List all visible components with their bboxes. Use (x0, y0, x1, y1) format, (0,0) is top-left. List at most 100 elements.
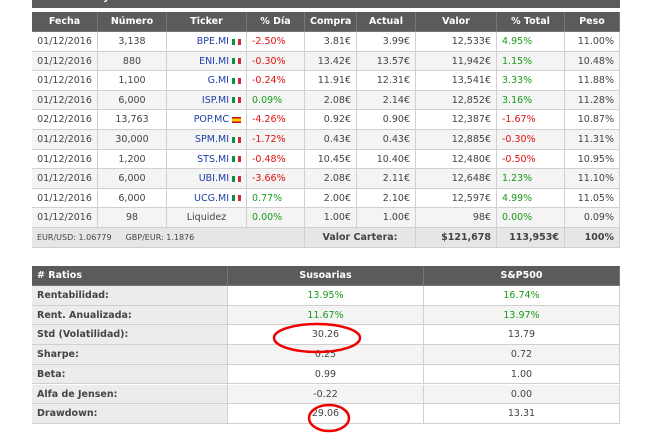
table-cell-text: 12.31€ (376, 75, 410, 87)
table-cell: 12,885€ (416, 130, 497, 150)
table-cell: Sharpe: (32, 345, 228, 365)
table-cell-text: 6,000 (118, 192, 146, 204)
table-cell: 01/12/2016 (32, 188, 98, 209)
table-cell-text: Drawdown: (37, 408, 98, 420)
table-cell-text: -2.50% (252, 36, 286, 47)
table-cell-text: 2.10€ (382, 192, 410, 204)
column-header-text: % Total (511, 16, 550, 27)
column-header-text: % Día (260, 16, 291, 27)
table-cell-text: 2.14€ (382, 94, 410, 106)
table-cell: 0.72 (424, 345, 620, 365)
table-cell: 10.45€ (305, 149, 357, 170)
table-cell: 2.08€ (305, 169, 357, 189)
footer-cell-text: 113,953€ (509, 232, 559, 243)
table-cell-text: -4.26% (252, 114, 286, 126)
column-header-text: Susoarias (299, 270, 352, 281)
table-cell-text: 0.09% (583, 212, 614, 224)
section-title: # Acciones y Dinero (32, 0, 620, 8)
table-cell: 01/12/2016 (32, 32, 98, 52)
table-cell: 13.42€ (305, 51, 357, 72)
table-cell: 13.79 (424, 325, 620, 346)
table-cell-text: -0.24% (252, 75, 286, 87)
footer-cell-text: Valor Cartera: (322, 232, 398, 243)
column-header: # Ratios (32, 266, 228, 286)
flag-icon (232, 175, 241, 182)
table-cell-text: -0.50% (502, 153, 536, 165)
table-cell: Rentabilidad: (32, 286, 228, 306)
table-cell: 1.00€ (357, 208, 416, 228)
table-cell: 30.26 (228, 325, 424, 346)
table-cell: 12,852€ (416, 90, 497, 111)
table-cell-text: 2.00€ (323, 192, 351, 204)
table-cell-text: 4.95% (502, 36, 533, 47)
table-cell-text: 2.08€ (323, 173, 351, 185)
table-cell: 4.99% (497, 188, 565, 209)
table-cell: 13.31 (424, 404, 620, 424)
table-cell: 3,138 (98, 32, 167, 52)
table-cell-text: 11.88% (577, 75, 614, 87)
table-cell-text: 880 (122, 55, 142, 67)
column-header-text: Ticker (190, 16, 223, 27)
table-cell-text: 12,885€ (451, 134, 491, 145)
column-header: S&P500 (424, 266, 620, 286)
table-cell-text: STS.MI (197, 153, 229, 165)
table-cell: 11.88% (565, 71, 620, 91)
table-cell-text: 10.87% (577, 114, 614, 126)
table-cell: 1,100 (98, 71, 167, 91)
table-cell-text: POP.MC (193, 114, 229, 126)
table-cell-text: 0.43€ (323, 134, 351, 145)
table-cell: -4.26% (247, 110, 305, 130)
table-cell: 11.31% (565, 130, 620, 150)
table-cell: 01/12/2016 (32, 149, 98, 170)
table-cell: 3.81€ (305, 32, 357, 52)
table-cell-text: 0.90€ (382, 114, 410, 126)
footer-cell-text: $121,678 (441, 232, 491, 243)
table-cell-text: 0.43€ (382, 134, 410, 145)
table-cell: 2.14€ (357, 90, 416, 111)
footer-cell: $121,678 (416, 228, 497, 248)
table-cell: UBI.MI (167, 169, 247, 189)
table-cell-text: 11.28% (577, 94, 614, 106)
table-cell-text: 11.31% (577, 134, 614, 145)
table-cell-text: -0.30% (252, 55, 286, 67)
table-cell-text: 3.81€ (323, 36, 351, 47)
table-cell: 13,541€ (416, 71, 497, 91)
table-cell: 1.23% (497, 169, 565, 189)
table-cell: 29.06 (228, 404, 424, 424)
table-cell-text: 16.74% (503, 290, 540, 301)
table-cell-text: 2.11€ (382, 173, 410, 185)
table-cell: 11.00% (565, 32, 620, 52)
table-cell-text: 3.33% (502, 75, 533, 87)
column-header: Peso (565, 12, 620, 32)
table-cell: -2.50% (247, 32, 305, 52)
table-cell: Alfa de Jensen: (32, 384, 228, 405)
column-header: Fecha (32, 12, 98, 32)
table-cell-text: 13,541€ (451, 75, 491, 87)
table-cell-text: 0.00% (252, 212, 283, 224)
table-cell: 13.57€ (357, 51, 416, 72)
table-cell-text: Liquidez (186, 212, 227, 224)
table-cell-text: Rentabilidad: (37, 290, 109, 301)
table-cell: 0.09% (247, 90, 305, 111)
table-cell-text: Beta: (37, 368, 66, 380)
table-cell-text: UBI.MI (198, 173, 229, 185)
table-cell: 0.43€ (357, 130, 416, 150)
table-cell: 3.16% (497, 90, 565, 111)
table-cell: 2.11€ (357, 169, 416, 189)
table-cell: 0.09% (565, 208, 620, 228)
table-cell: BPE.MI (167, 32, 247, 52)
table-cell-text: 13.31 (507, 408, 536, 420)
table-cell: 6,000 (98, 169, 167, 189)
table-cell-text: 1.15% (502, 55, 533, 67)
flag-icon (232, 97, 241, 104)
column-header: % Total (497, 12, 565, 32)
table-cell: 11.05% (565, 188, 620, 209)
table-cell: Std (Volatilidad): (32, 325, 228, 346)
table-cell-text: 13.95% (307, 290, 344, 301)
flag-icon (232, 195, 241, 202)
table-cell: 12.31€ (357, 71, 416, 91)
table-cell-text: 13.97% (503, 309, 540, 321)
table-cell: ENI.MI (167, 51, 247, 72)
column-header-text: S&P500 (500, 270, 543, 281)
table-cell: 01/12/2016 (32, 71, 98, 91)
